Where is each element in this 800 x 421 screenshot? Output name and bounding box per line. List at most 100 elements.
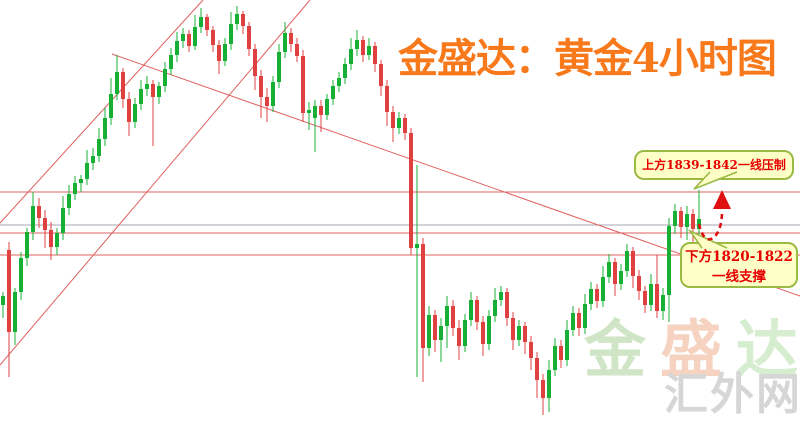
candle — [409, 128, 413, 255]
candle — [589, 282, 593, 310]
candle — [379, 60, 383, 96]
candle — [175, 32, 179, 62]
candle — [361, 36, 365, 62]
candle — [133, 98, 137, 128]
candle — [433, 310, 437, 352]
candle — [631, 247, 635, 288]
candle — [157, 82, 161, 104]
candle — [499, 286, 503, 306]
support-callout: 下方1820-1822 一线支撑 — [680, 242, 798, 288]
candle — [205, 14, 209, 36]
candle — [73, 176, 77, 200]
candle — [127, 92, 131, 136]
candle — [7, 242, 11, 377]
candle — [61, 196, 65, 240]
candle — [487, 310, 491, 350]
candle — [67, 185, 71, 215]
candle — [457, 320, 461, 360]
candle — [331, 80, 335, 105]
candle — [19, 252, 23, 300]
watermark-site: 汇外网 — [664, 369, 800, 420]
candle — [613, 258, 617, 296]
candle — [49, 222, 53, 260]
candle — [307, 102, 311, 130]
candle — [199, 8, 203, 33]
candle — [337, 72, 341, 92]
candle — [535, 352, 539, 398]
candle — [31, 192, 35, 240]
candle — [553, 338, 557, 376]
candle — [85, 150, 89, 185]
candle — [481, 316, 485, 356]
watermark-char-2: 盛 — [660, 313, 737, 386]
candle — [193, 15, 197, 50]
candle — [565, 320, 569, 366]
trend-line-1 — [0, 0, 204, 224]
candle — [637, 270, 641, 300]
candle — [343, 58, 347, 84]
candle — [643, 286, 647, 313]
candle — [655, 255, 659, 318]
support-callout-line1: 下方1820-1822 — [685, 249, 793, 265]
candle — [649, 274, 653, 311]
candle — [373, 42, 377, 72]
candle — [91, 148, 95, 170]
candle — [235, 6, 239, 30]
candle — [313, 100, 317, 152]
candle — [391, 106, 395, 142]
support-callout-line2: 一线支撑 — [712, 269, 766, 285]
candle — [697, 190, 701, 235]
candle — [1, 292, 5, 318]
candle — [505, 288, 509, 326]
candle — [625, 244, 629, 277]
candle — [397, 112, 401, 134]
candle — [217, 40, 221, 74]
candle — [319, 100, 323, 132]
candle — [277, 44, 281, 88]
candle — [187, 30, 191, 52]
candle — [145, 76, 149, 96]
candle — [43, 210, 47, 248]
candle — [571, 306, 575, 336]
candle — [163, 62, 167, 92]
candle — [253, 44, 257, 90]
candle — [691, 209, 695, 242]
candle — [109, 78, 113, 125]
chart-title: 金盛达：黄金4小时图 — [398, 35, 777, 82]
candle — [529, 336, 533, 370]
candle — [229, 12, 233, 50]
candle — [325, 94, 329, 120]
watermark-brand: 金盛达 — [584, 299, 800, 389]
candle — [247, 22, 251, 56]
candle — [415, 165, 419, 377]
candle — [151, 80, 155, 146]
resistance-callout-text: 上方1839-1842一线压制 — [642, 158, 786, 172]
candle — [25, 228, 29, 266]
candle — [673, 204, 677, 234]
candle — [367, 38, 371, 60]
candle — [475, 296, 479, 330]
candle — [271, 76, 275, 112]
candle — [541, 374, 545, 415]
candle — [295, 38, 299, 62]
candle — [511, 312, 515, 350]
candle — [169, 48, 173, 75]
candle — [679, 207, 683, 238]
candle — [547, 360, 551, 412]
candle — [685, 206, 689, 240]
candle — [577, 308, 581, 336]
candle — [37, 198, 41, 228]
candle — [301, 50, 305, 122]
candle — [559, 340, 563, 368]
candle — [667, 218, 671, 322]
candle — [385, 80, 389, 126]
candle — [181, 28, 185, 48]
candle — [349, 38, 353, 70]
candle — [445, 296, 449, 348]
candle — [115, 55, 119, 100]
candle — [493, 288, 497, 322]
candle — [463, 314, 467, 352]
candle — [517, 320, 521, 346]
